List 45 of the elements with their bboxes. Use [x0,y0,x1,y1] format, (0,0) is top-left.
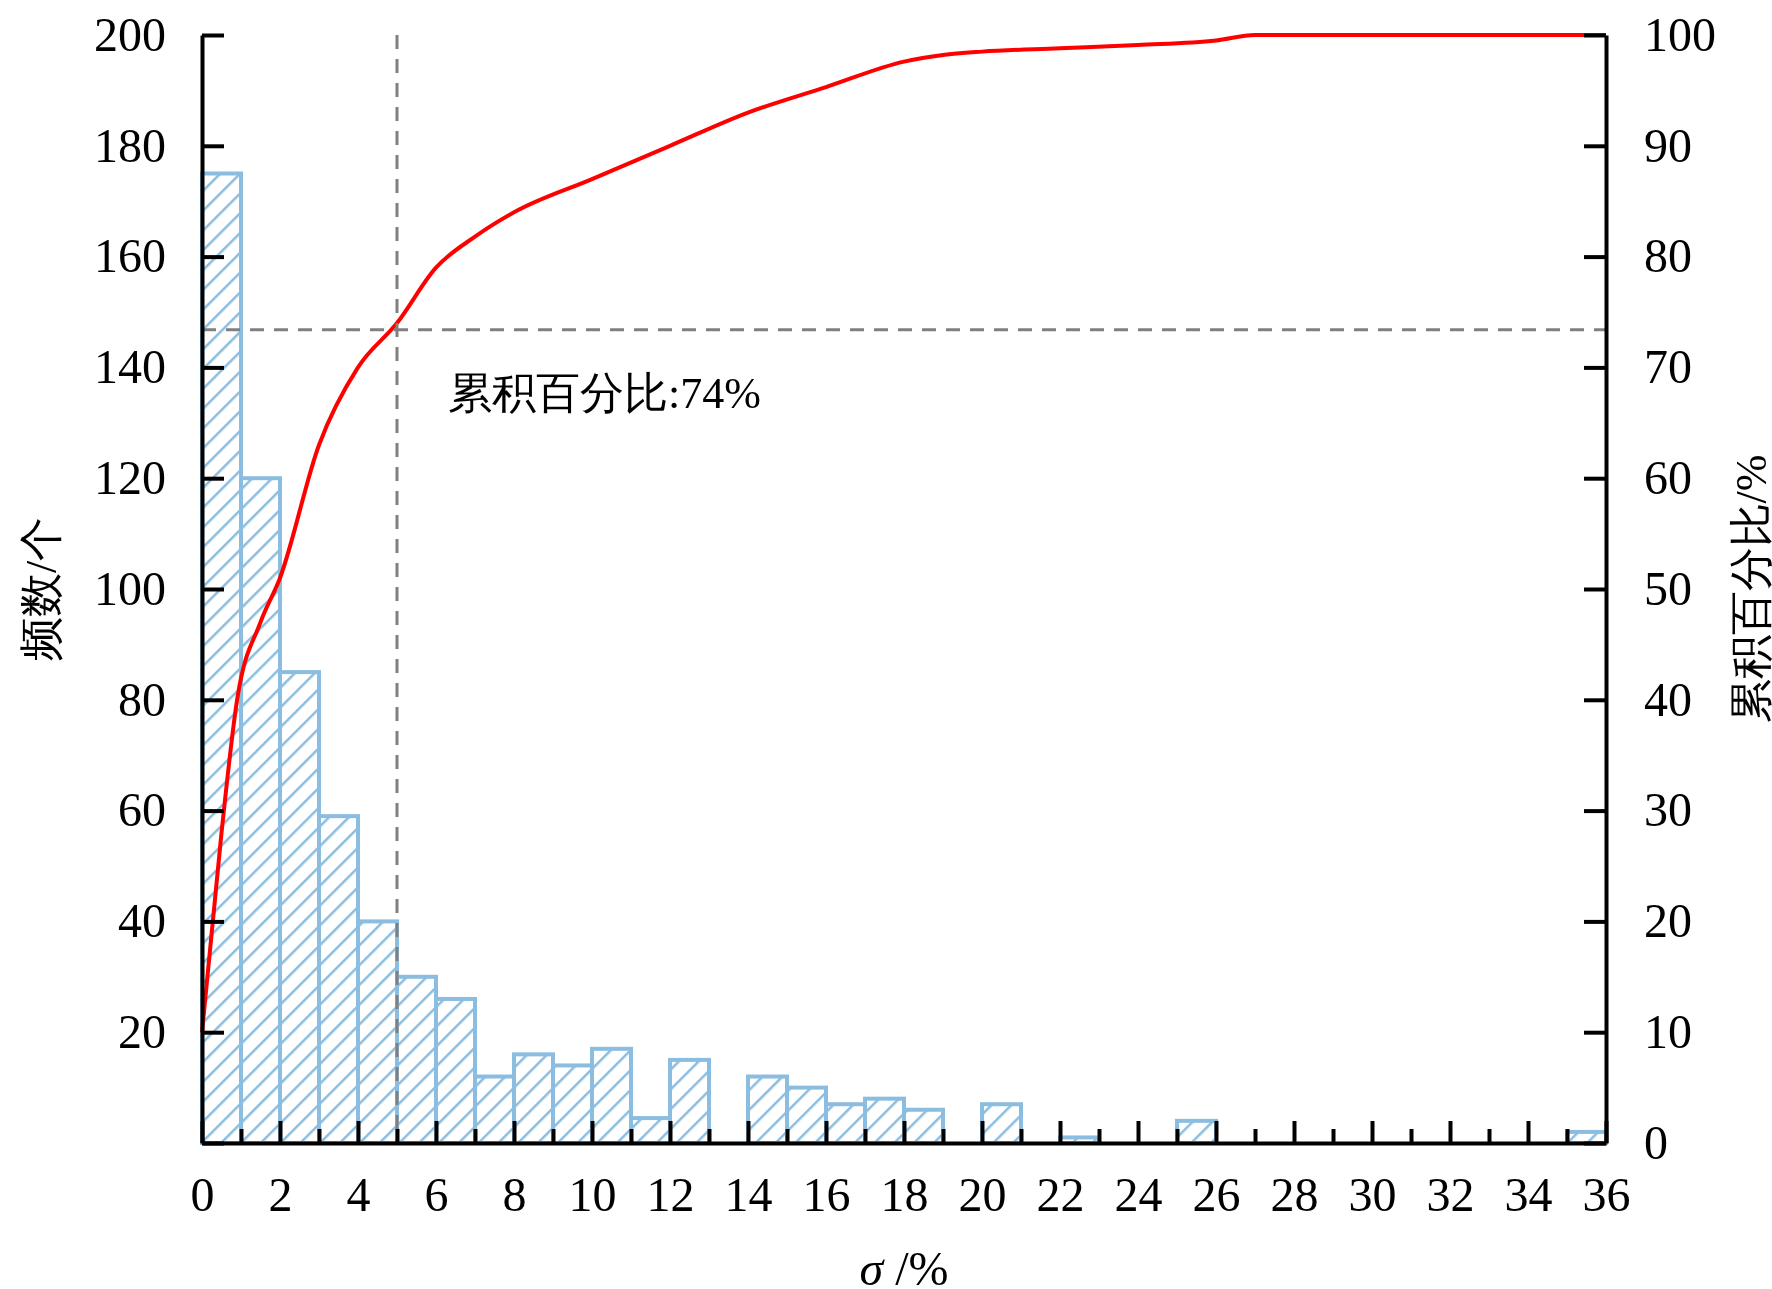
x-tick-label: 26 [1192,1168,1241,1222]
y2-tick-label: 70 [1644,340,1692,394]
x-tick-label: 0 [190,1168,215,1222]
x-tick-label: 4 [346,1168,371,1222]
x-tick-label: 14 [724,1168,773,1222]
y2-axis-title: 累积百分比/% [1727,454,1772,724]
y-axis-title: 频数/个 [17,516,66,662]
y-tick-label: 80 [118,672,166,726]
x-tick-label: 28 [1270,1168,1319,1222]
y-tick-label: 160 [94,229,166,283]
line-series [200,33,1608,1035]
x-tick-label: 30 [1348,1168,1397,1222]
x-tick-label: 10 [568,1168,617,1222]
y-tick-label: 100 [94,561,166,615]
x-tick-label: 22 [1036,1168,1085,1222]
y2-tick-label: 10 [1644,1005,1692,1059]
y2-tick-label: 30 [1644,783,1692,837]
y2-tick-label: 40 [1644,672,1692,726]
x-tick-label: 24 [1114,1168,1163,1222]
y2-tick-label: 100 [1644,7,1716,61]
y-tick-label: 140 [94,340,166,394]
x-axis-title: σ /% [859,1242,949,1289]
y2-tick-label: 80 [1644,229,1692,283]
y2-tick-label: 50 [1644,561,1692,615]
x-tick-label: 12 [646,1168,695,1222]
x-tick-label: 36 [1582,1168,1631,1222]
y-tick-label: 40 [118,894,166,948]
y-tick-label: 200 [94,7,166,61]
annotation: 累积百分比:74% [448,369,761,418]
x-tick-label: 16 [802,1168,851,1222]
x-tick-label: 32 [1426,1168,1475,1222]
x-tick-label: 2 [268,1168,293,1222]
x-tick-label: 20 [958,1168,1007,1222]
y-tick-label: 120 [94,451,166,505]
y-tick-label: 20 [118,1005,166,1059]
y-tick-label: 60 [118,783,166,837]
x-tick-label: 8 [502,1168,527,1222]
x-tick-label: 18 [880,1168,929,1222]
y-tick-label: 180 [94,118,166,172]
x-tick-label: 6 [424,1168,449,1222]
y2-tick-label: 60 [1644,451,1692,505]
x-tick-label: 34 [1504,1168,1553,1222]
y2-tick-label: 90 [1644,118,1692,172]
y2-tick-label: 0 [1644,1115,1668,1169]
y2-tick-label: 20 [1644,894,1692,948]
